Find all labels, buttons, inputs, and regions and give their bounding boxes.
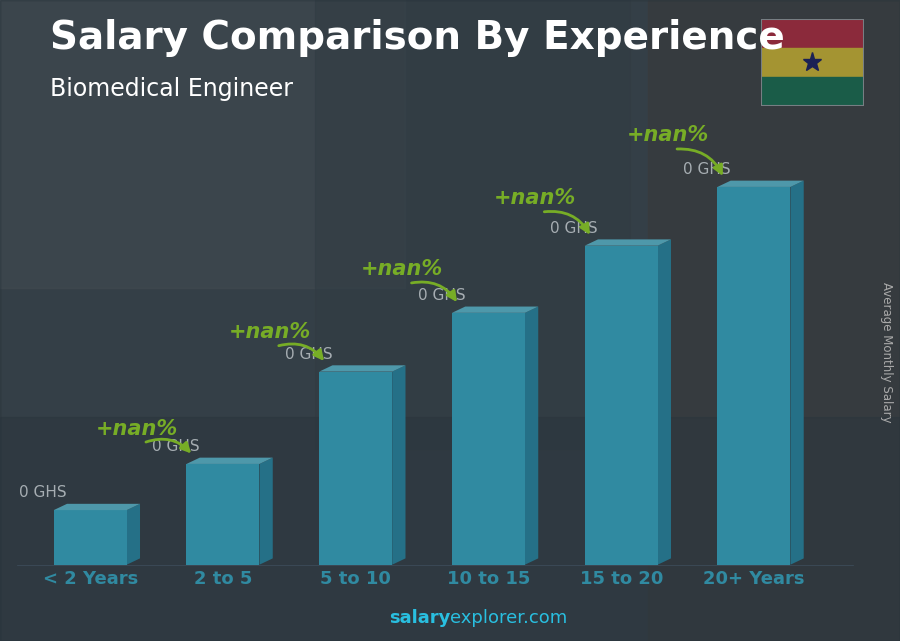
Polygon shape: [452, 306, 538, 313]
Text: +nan%: +nan%: [494, 188, 576, 208]
Polygon shape: [790, 181, 804, 565]
Text: +nan%: +nan%: [229, 322, 310, 342]
Bar: [760, 19, 864, 48]
Polygon shape: [392, 365, 406, 565]
Text: +nan%: +nan%: [361, 259, 444, 279]
Text: Salary Comparison By Experience: Salary Comparison By Experience: [50, 19, 784, 57]
Polygon shape: [320, 365, 406, 372]
Polygon shape: [658, 239, 671, 565]
Text: salary: salary: [389, 609, 450, 627]
Bar: [585, 246, 658, 565]
Bar: [54, 510, 127, 565]
Text: Biomedical Engineer: Biomedical Engineer: [50, 77, 292, 101]
Polygon shape: [525, 306, 538, 565]
Text: +nan%: +nan%: [95, 419, 178, 438]
Bar: [186, 464, 259, 565]
Text: +nan%: +nan%: [626, 125, 709, 145]
Text: 0 GHS: 0 GHS: [550, 221, 598, 236]
Bar: [760, 48, 864, 77]
Bar: [717, 187, 790, 565]
Text: 0 GHS: 0 GHS: [418, 288, 465, 303]
Text: explorer.com: explorer.com: [450, 609, 567, 627]
Polygon shape: [54, 504, 140, 510]
Polygon shape: [186, 458, 273, 464]
Text: 0 GHS: 0 GHS: [152, 439, 200, 454]
Text: Average Monthly Salary: Average Monthly Salary: [880, 282, 893, 423]
Polygon shape: [717, 181, 804, 187]
Text: 0 GHS: 0 GHS: [19, 485, 67, 501]
Polygon shape: [585, 239, 671, 246]
Bar: [320, 372, 392, 565]
Bar: [452, 313, 525, 565]
Bar: [760, 77, 864, 106]
Text: 0 GHS: 0 GHS: [284, 347, 332, 362]
Text: 0 GHS: 0 GHS: [683, 162, 731, 178]
Polygon shape: [259, 458, 273, 565]
Polygon shape: [127, 504, 140, 565]
